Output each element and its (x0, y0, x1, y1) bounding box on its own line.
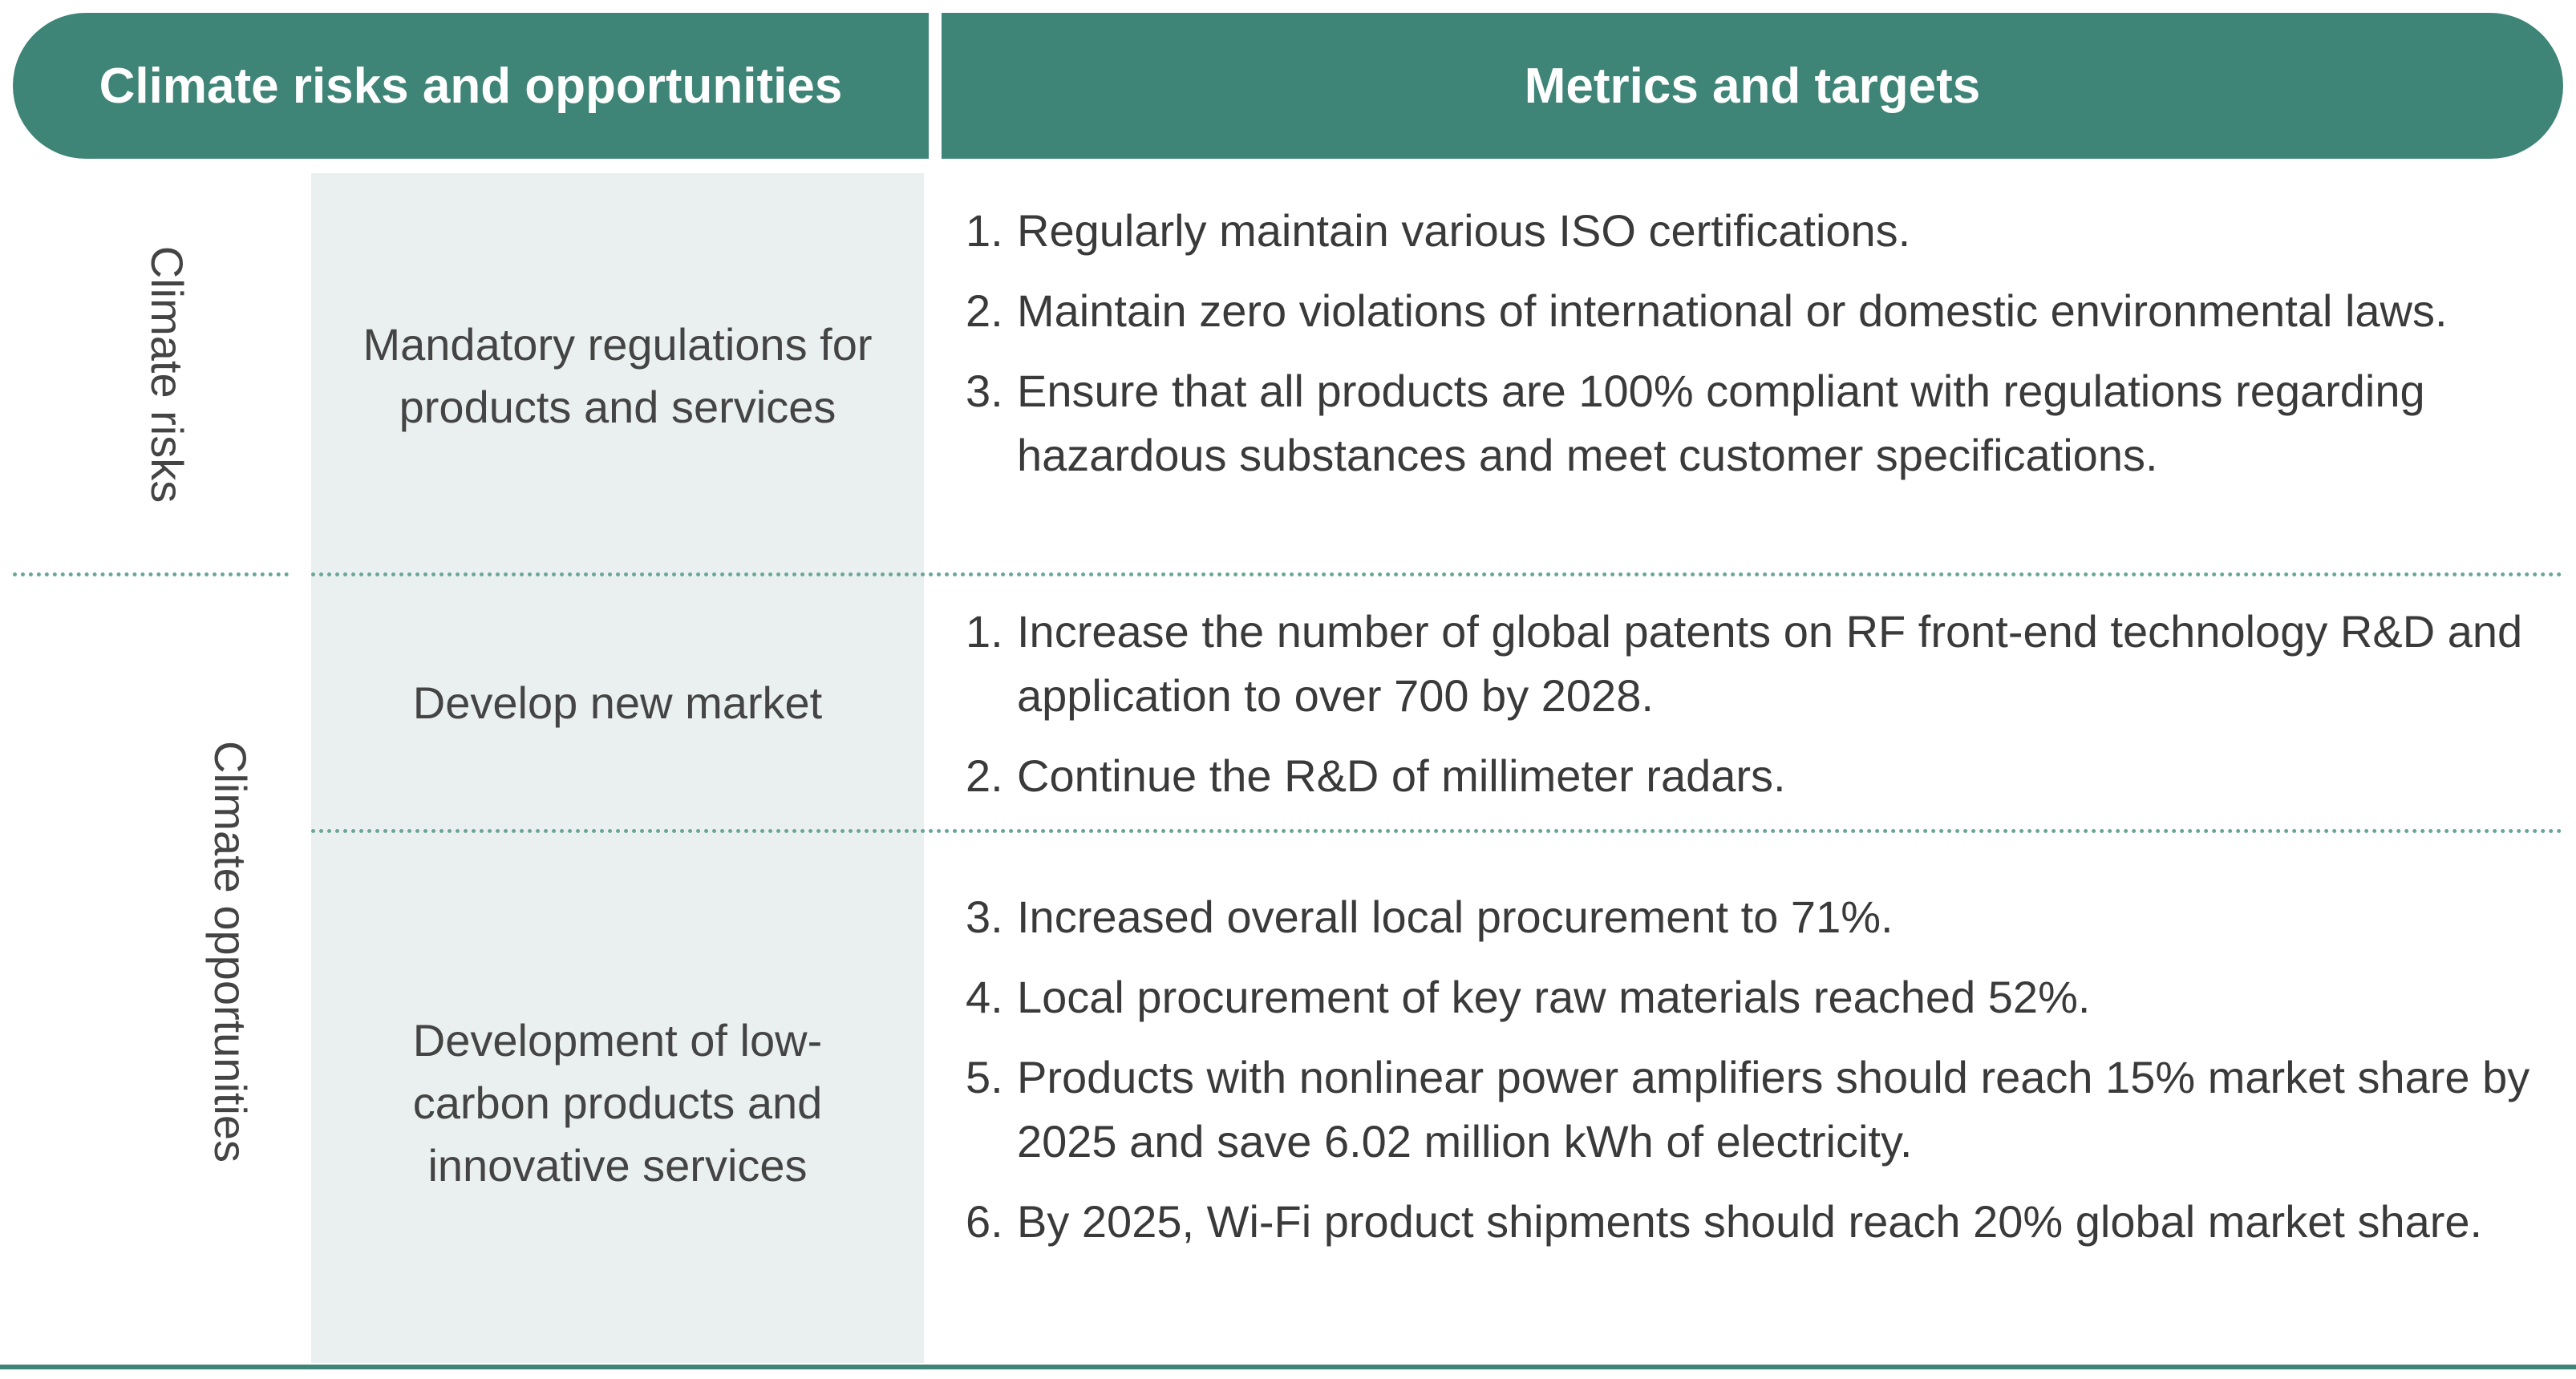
header-metrics-and-targets: Metrics and targets (942, 13, 2563, 159)
bottom-rule (0, 1365, 2576, 1369)
category-mandatory-line-2: products and services (399, 382, 836, 432)
category-column-panel (311, 173, 924, 1363)
metrics-list-new-market: 1. Increase the number of global patents… (966, 600, 2562, 824)
list-item: 1. Increase the number of global patents… (966, 606, 2523, 721)
list-item: 2. Continue the R&D of millimeter radars… (966, 750, 1786, 801)
separator-risks-left (13, 572, 289, 576)
category-mandatory-regulations: Mandatory regulations for products and s… (311, 313, 924, 439)
metrics-list-low-carbon: 3. Increased overall local procurement t… (966, 885, 2562, 1270)
list-item: 2. Maintain zero violations of internati… (966, 285, 2448, 336)
row-label-climate-risks: Climate risks (142, 245, 192, 503)
separator-opportunities-inner (311, 829, 2563, 833)
header-climate-risks-and-opportunities: Climate risks and opportunities (13, 13, 929, 159)
category-low-carbon-line-3: innovative services (427, 1140, 808, 1191)
header-left-title: Climate risks and opportunities (99, 58, 843, 114)
list-item: 3. Increased overall local procurement t… (966, 892, 1894, 942)
category-mandatory-line-1: Mandatory regulations for (363, 319, 873, 370)
list-item: 4. Local procurement of key raw material… (966, 972, 2091, 1022)
list-item: 6. By 2025, Wi-Fi product shipments shou… (966, 1196, 2483, 1247)
separator-risks-right (311, 572, 2563, 576)
category-develop-new-market: Develop new market (412, 677, 823, 728)
list-item: 3. Ensure that all products are 100% com… (966, 366, 2425, 480)
header-right-title: Metrics and targets (1524, 58, 1981, 114)
category-low-carbon-line-1: Development of low- (412, 1015, 823, 1066)
metrics-list-mandatory: 1. Regularly maintain various ISO certif… (966, 199, 2562, 503)
list-item: 1. Regularly maintain various ISO certif… (966, 205, 1911, 256)
list-item: 5. Products with nonlinear power amplifi… (966, 1052, 2530, 1167)
row-label-climate-opportunities: Climate opportunities (205, 741, 256, 1163)
category-low-carbon-line-2: carbon products and (412, 1078, 823, 1128)
category-low-carbon-products: Development of low- carbon products and … (311, 1009, 924, 1197)
